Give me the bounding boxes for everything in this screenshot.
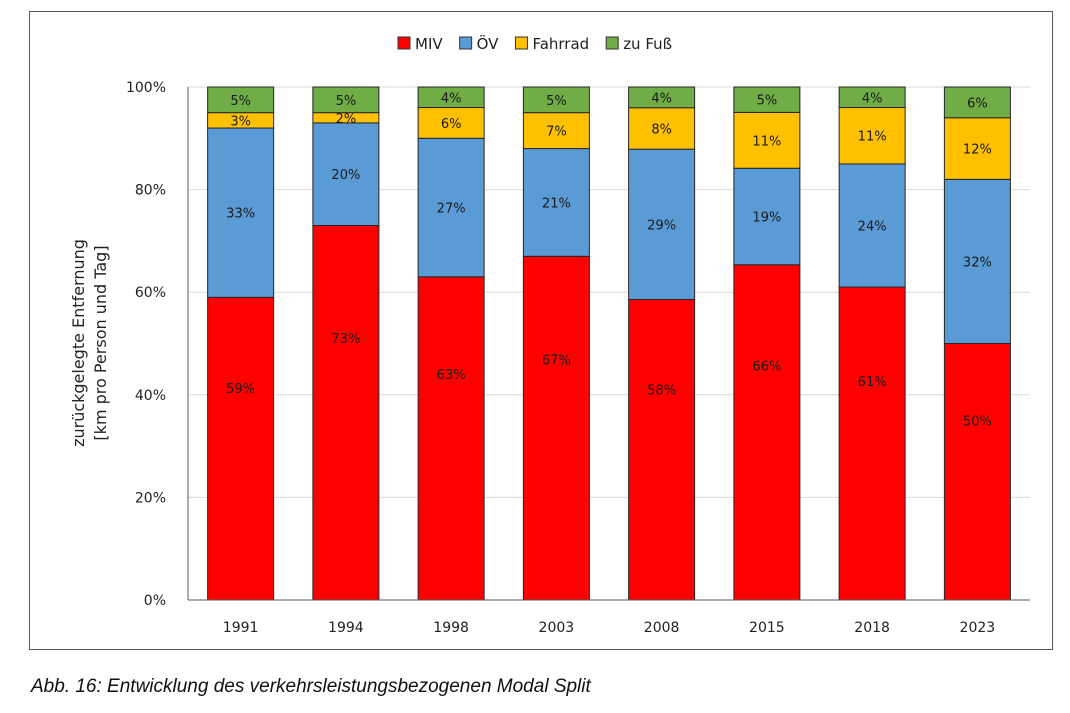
axes	[187, 87, 1030, 601]
bar-segment-öv	[943, 178, 1011, 344]
legend-swatch-miv	[397, 36, 411, 50]
data-label: 12%	[963, 143, 992, 158]
legend-swatch-öv	[459, 36, 473, 50]
bar-segment-miv	[522, 255, 590, 601]
data-label: 11%	[858, 130, 887, 145]
y-tick-label: 100%	[126, 80, 166, 96]
bar-segment-miv	[628, 298, 696, 601]
y-axis-ticks: 0% 20% 40% 60% 80% 100%	[126, 80, 166, 609]
data-label: 5%	[336, 94, 357, 109]
data-label: 20%	[331, 168, 360, 183]
bar-segment-miv	[943, 343, 1011, 601]
data-label: 67%	[542, 353, 571, 368]
y-tick-label: 0%	[144, 593, 166, 609]
x-tick-label: 2023	[960, 620, 996, 636]
bar-stack-1994: 73% 20% 2% 5%	[312, 86, 380, 601]
bar-segment-zu-fuß	[522, 86, 590, 114]
legend-label: MIV	[415, 35, 443, 53]
bar-segment-öv	[417, 137, 485, 278]
data-label: 63%	[437, 368, 466, 383]
bar-segment-fahrrad	[838, 107, 906, 165]
bar-segment-miv	[733, 264, 801, 601]
data-label: 24%	[858, 220, 887, 235]
bar-stack-1998: 63% 27% 6% 4%	[417, 86, 485, 601]
data-label: 29%	[647, 218, 676, 233]
figure-caption: Abb. 16: Entwicklung des verkehrsleistun…	[31, 676, 591, 697]
data-label: 59%	[226, 382, 255, 397]
bar-stack-2023: 50% 32% 12% 6%	[943, 86, 1011, 601]
x-tick-label: 1991	[223, 620, 259, 636]
bar-segment-zu-fuß	[628, 86, 696, 109]
bar-segment-zu-fuß	[943, 86, 1011, 119]
bar-stack-2003: 67% 21% 7% 5%	[522, 86, 590, 601]
data-label: 5%	[230, 94, 251, 109]
bar-segment-zu-fuß	[312, 86, 380, 114]
legend-swatch-zu-fuß	[605, 36, 619, 50]
legend-swatch-fahrrad	[514, 36, 528, 50]
x-tick-label: 2008	[644, 620, 680, 636]
y-tick-label: 40%	[135, 388, 166, 404]
data-label: 4%	[651, 91, 672, 106]
data-label: 6%	[441, 117, 462, 132]
data-label: 50%	[963, 414, 992, 429]
legend-label: ÖV	[477, 34, 500, 53]
x-tick-label: 1998	[433, 620, 469, 636]
data-label: 4%	[862, 91, 883, 106]
data-label: 19%	[752, 211, 781, 226]
data-label: 4%	[441, 91, 462, 106]
bar-stack-1991: 59% 33% 3% 5%	[207, 86, 275, 601]
bar-segment-miv	[207, 296, 275, 601]
x-tick-label: 1994	[328, 620, 364, 636]
data-label: 6%	[967, 96, 988, 111]
bar-segment-öv	[207, 127, 275, 298]
data-label: 11%	[752, 134, 781, 149]
data-label: 58%	[647, 384, 676, 399]
y-tick-label: 60%	[135, 285, 166, 301]
data-label: 7%	[546, 125, 567, 140]
data-label: 5%	[546, 94, 567, 109]
data-label: 32%	[963, 255, 992, 270]
data-label: 27%	[437, 202, 466, 217]
bar-segment-öv	[628, 148, 696, 300]
bar-stack-2015: 66% 19% 11% 5%	[733, 86, 801, 601]
bars: 59% 33% 3% 5% 73% 20% 2% 5% 63% 27% 6% 4% 67% 21% 7% 5%…	[207, 86, 1011, 601]
data-label: 3%	[230, 114, 251, 129]
data-label: 66%	[752, 359, 781, 374]
bar-segment-zu-fuß	[838, 86, 906, 109]
data-label: 5%	[757, 94, 778, 109]
bar-segment-fahrrad	[522, 112, 590, 150]
x-tick-label: 2015	[749, 620, 785, 636]
x-tick-label: 2003	[539, 620, 575, 636]
bar-segment-zu-fuß	[733, 86, 801, 113]
data-label: 2%	[336, 112, 357, 127]
bar-segment-öv	[838, 163, 906, 288]
data-label: 73%	[331, 332, 360, 347]
bar-stack-2008: 58% 29% 8% 4%	[628, 86, 696, 601]
legend-label: zu Fuß	[623, 35, 672, 53]
bar-segment-öv	[733, 167, 801, 266]
bar-segment-miv	[417, 276, 485, 601]
x-tick-label: 2018	[854, 620, 890, 636]
bar-segment-miv	[312, 225, 380, 601]
data-label: 33%	[226, 207, 255, 222]
data-label: 61%	[858, 375, 887, 390]
bar-segment-zu-fuß	[417, 86, 485, 109]
bar-segment-miv	[838, 286, 906, 601]
bar-segment-fahrrad	[733, 111, 801, 169]
legend-label: Fahrrad	[532, 35, 589, 53]
data-label: 8%	[651, 122, 672, 137]
y-axis-label-line2: [km pro Person und Tag]	[91, 245, 110, 440]
y-tick-label: 80%	[135, 183, 166, 199]
x-axis-ticks: 1991 1994 1998 2003 2008 2015 2018 2023	[223, 620, 995, 636]
y-tick-label: 20%	[135, 490, 166, 506]
bar-stack-2018: 61% 24% 11% 4%	[838, 86, 906, 601]
legend: MIV ÖV Fahrrad zu Fuß	[397, 34, 672, 53]
bar-segment-öv	[312, 122, 380, 227]
bar-segment-zu-fuß	[207, 86, 275, 114]
y-axis-label-line1: zurückgelegte Entfernung	[69, 239, 88, 447]
data-label: 21%	[542, 196, 571, 211]
bar-segment-fahrrad	[417, 107, 485, 139]
